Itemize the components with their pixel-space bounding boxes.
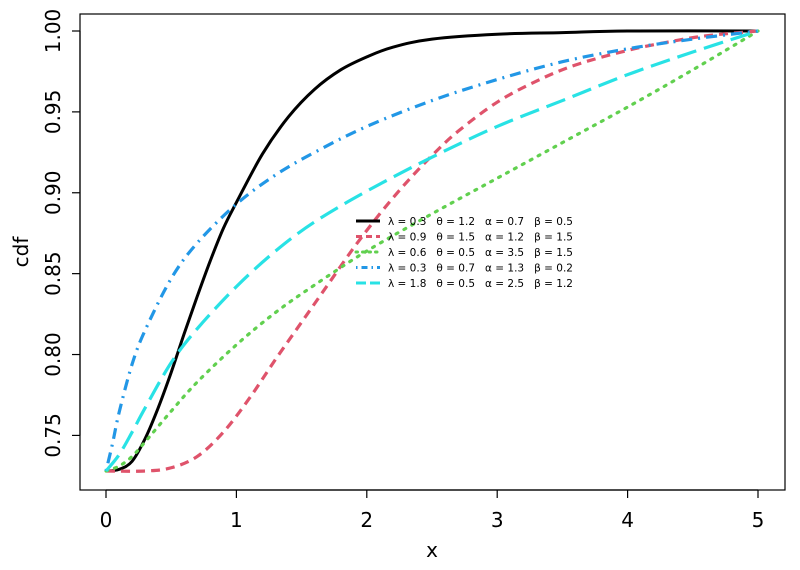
y-tick-label: 0.75 [41,413,65,458]
y-axis-label: cdf [9,236,33,268]
y-axis: 0.75 0.80 0.85 0.90 0.95 1.00 [41,9,81,458]
x-tick-label: 0 [100,508,113,532]
legend: λ = 0.3 θ = 1.2 α = 0.7 β = 0.5 λ = 0.9 θ… [354,216,573,290]
x-axis-label: x [426,538,438,562]
x-tick-label: 4 [621,508,634,532]
series-line-5 [104,29,759,473]
x-tick-label: 3 [491,508,504,532]
series-line-1 [105,29,759,473]
series-line-2 [105,29,759,473]
legend-label-5: λ = 1.8 θ = 0.5 α = 2.5 β = 1.2 [388,278,573,290]
legend-label-1: λ = 0.3 θ = 1.2 α = 0.7 β = 0.5 [388,216,573,228]
series-line-4 [104,29,759,472]
series-layer [104,29,760,473]
legend-label-4: λ = 0.3 θ = 0.7 α = 1.3 β = 0.2 [388,263,573,275]
legend-label-2: λ = 0.9 θ = 1.5 α = 1.2 β = 1.5 [388,232,573,244]
y-tick-label: 1.00 [41,9,65,54]
y-tick-label: 0.90 [41,170,65,215]
x-tick-label: 5 [752,508,765,532]
x-axis: 0 1 2 3 4 5 [100,489,765,532]
legend-label-3: λ = 0.6 θ = 0.5 α = 3.5 β = 1.5 [388,247,573,259]
y-tick-label: 0.85 [41,251,65,296]
x-tick-label: 1 [230,508,243,532]
y-tick-label: 0.95 [41,90,65,135]
y-tick-label: 0.80 [41,332,65,377]
x-tick-label: 2 [360,508,373,532]
